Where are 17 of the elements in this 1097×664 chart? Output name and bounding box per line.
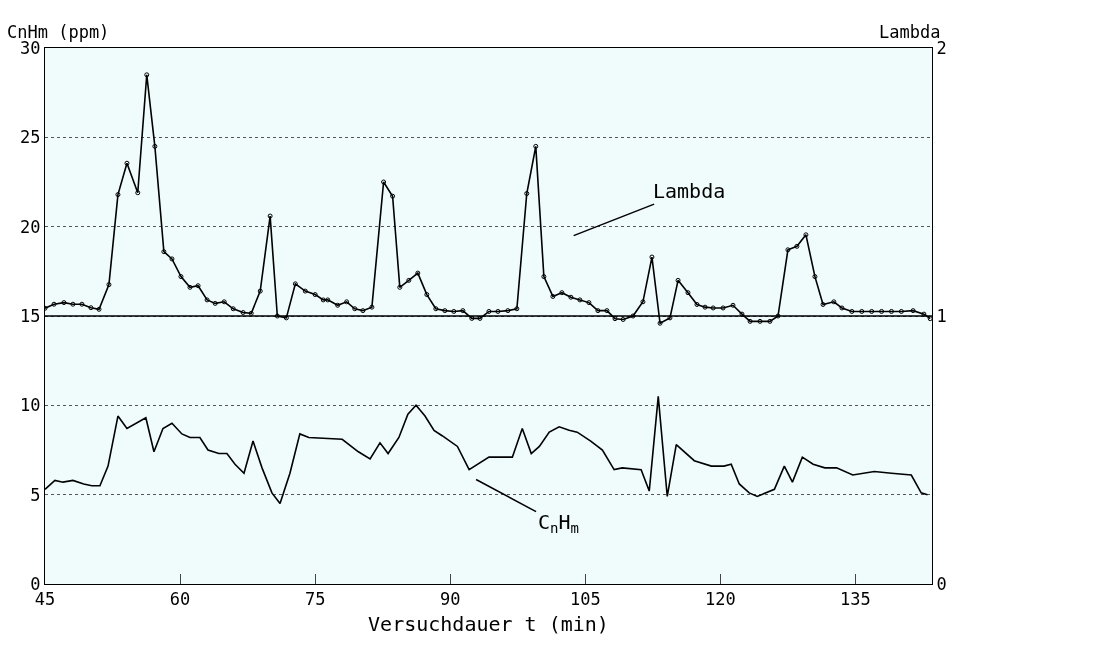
y-tick-label: 20 — [20, 216, 41, 237]
y2-tick-label: 1 — [936, 305, 947, 326]
x-tick-label: 105 — [569, 589, 601, 610]
x-axis-title: Versuchdauer t (min) — [368, 611, 609, 636]
x-tick-label: 135 — [840, 589, 871, 610]
x-tick-label: 75 — [304, 589, 326, 610]
x-tick-label: 120 — [705, 589, 736, 610]
y-tick-label: 25 — [20, 127, 41, 148]
y2-tick-label: 0 — [936, 573, 947, 594]
x-tick-label: 45 — [34, 589, 56, 610]
x-tick-label: 90 — [439, 589, 461, 610]
y-tick-label: 15 — [20, 305, 41, 326]
x-tick-label: 60 — [169, 589, 191, 610]
annotation: C$_{n}$H$_{m}$ — [538, 510, 579, 537]
y-tick-label: 10 — [20, 395, 41, 416]
y-tick-label: 5 — [30, 484, 41, 505]
annotation: Lambda — [653, 179, 726, 203]
